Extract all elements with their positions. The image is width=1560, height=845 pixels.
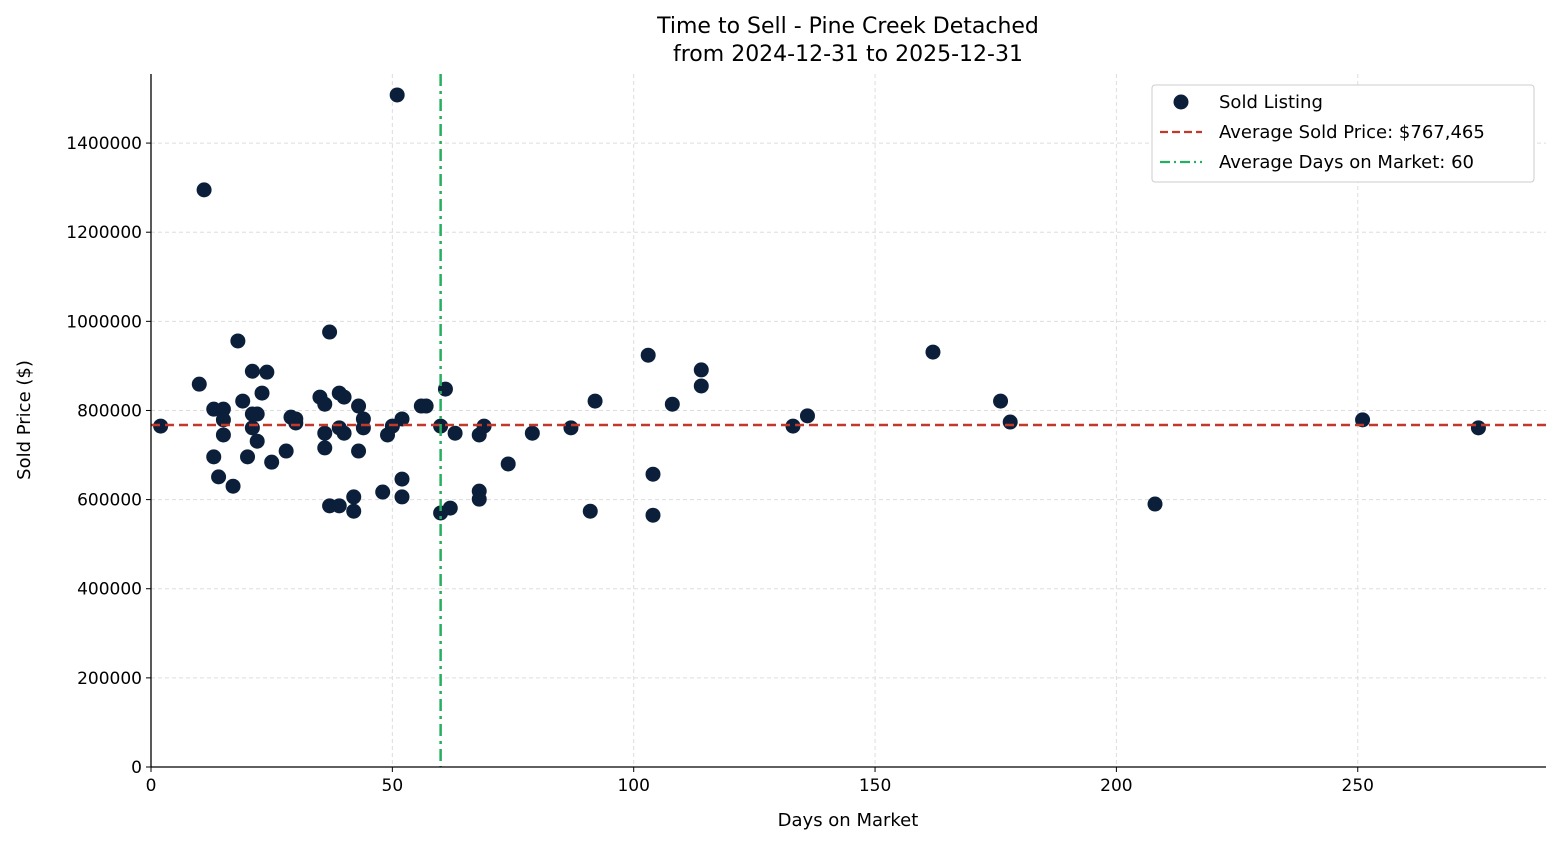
data-point bbox=[375, 484, 391, 500]
data-point bbox=[230, 333, 246, 349]
data-point bbox=[587, 393, 603, 409]
data-point bbox=[640, 347, 656, 363]
data-point bbox=[249, 433, 265, 449]
data-point bbox=[925, 344, 941, 360]
data-point bbox=[500, 456, 516, 472]
data-point bbox=[215, 401, 231, 417]
data-point bbox=[215, 412, 231, 428]
legend-label-avg-days: Average Days on Market: 60 bbox=[1219, 152, 1474, 173]
data-point bbox=[993, 393, 1009, 409]
y-tick-label: 1000000 bbox=[66, 312, 142, 332]
data-point bbox=[799, 408, 815, 424]
data-point bbox=[355, 420, 371, 436]
data-point bbox=[317, 440, 333, 456]
data-point bbox=[442, 500, 458, 516]
data-point bbox=[240, 449, 256, 465]
data-point bbox=[346, 489, 362, 505]
y-axis-label: Sold Price ($) bbox=[14, 360, 35, 480]
data-point bbox=[389, 87, 405, 103]
y-tick-label: 200000 bbox=[77, 669, 142, 689]
y-tick-label: 1200000 bbox=[66, 223, 142, 243]
data-point bbox=[336, 425, 352, 441]
data-point bbox=[785, 418, 801, 434]
data-point bbox=[191, 376, 207, 392]
data-point bbox=[351, 398, 367, 414]
data-point bbox=[664, 396, 680, 412]
data-point bbox=[447, 425, 463, 441]
legend: Sold Listing Average Sold Price: $767,46… bbox=[1151, 84, 1535, 183]
data-point bbox=[563, 420, 579, 436]
data-point bbox=[336, 389, 352, 405]
chart-title: Time to Sell - Pine Creek Detached bbox=[656, 14, 1039, 39]
x-tick-label: 150 bbox=[859, 776, 891, 796]
data-point bbox=[211, 469, 227, 485]
data-point bbox=[235, 393, 251, 409]
legend-marker-sold bbox=[1173, 94, 1189, 110]
data-point bbox=[278, 443, 294, 459]
data-point bbox=[582, 503, 598, 519]
data-point bbox=[153, 418, 169, 434]
data-point bbox=[215, 427, 231, 443]
x-tick-label: 100 bbox=[617, 776, 649, 796]
data-point bbox=[351, 443, 367, 459]
data-point bbox=[394, 411, 410, 427]
x-tick-label: 200 bbox=[1100, 776, 1132, 796]
data-point bbox=[317, 425, 333, 441]
data-point bbox=[225, 478, 241, 494]
x-axis-label: Days on Market bbox=[778, 810, 919, 831]
data-point bbox=[254, 385, 270, 401]
data-point bbox=[259, 364, 275, 380]
data-point bbox=[645, 507, 661, 523]
legend-label-sold: Sold Listing bbox=[1219, 92, 1323, 113]
data-point bbox=[196, 182, 212, 198]
data-point bbox=[476, 418, 492, 434]
data-point bbox=[524, 425, 540, 441]
y-tick-label: 800000 bbox=[77, 401, 142, 421]
data-point bbox=[1355, 412, 1371, 428]
y-tick-label: 0 bbox=[131, 758, 142, 778]
chart-subtitle: from 2024-12-31 to 2025-12-31 bbox=[673, 42, 1023, 67]
data-point bbox=[249, 406, 265, 422]
x-tick-label: 0 bbox=[146, 776, 157, 796]
data-point bbox=[206, 449, 222, 465]
data-point bbox=[693, 362, 709, 378]
data-point bbox=[693, 378, 709, 394]
data-point bbox=[394, 489, 410, 505]
x-tick-label: 250 bbox=[1342, 776, 1374, 796]
data-point bbox=[331, 498, 347, 514]
y-tick-label: 400000 bbox=[77, 580, 142, 600]
data-point bbox=[1002, 414, 1018, 430]
data-point bbox=[244, 420, 260, 436]
data-point bbox=[471, 491, 487, 507]
data-point bbox=[317, 396, 333, 412]
data-point bbox=[264, 454, 280, 470]
data-point bbox=[1470, 420, 1486, 436]
data-point bbox=[244, 363, 260, 379]
data-point bbox=[288, 415, 304, 431]
data-point bbox=[322, 324, 338, 340]
y-tick-label: 1400000 bbox=[66, 134, 142, 154]
legend-label-avg-price: Average Sold Price: $767,465 bbox=[1219, 122, 1485, 143]
data-point bbox=[418, 398, 434, 414]
data-point bbox=[394, 471, 410, 487]
x-tick-label: 50 bbox=[382, 776, 404, 796]
data-point bbox=[645, 466, 661, 482]
data-point bbox=[1147, 496, 1163, 512]
data-point bbox=[346, 503, 362, 519]
y-tick-label: 600000 bbox=[77, 491, 142, 511]
